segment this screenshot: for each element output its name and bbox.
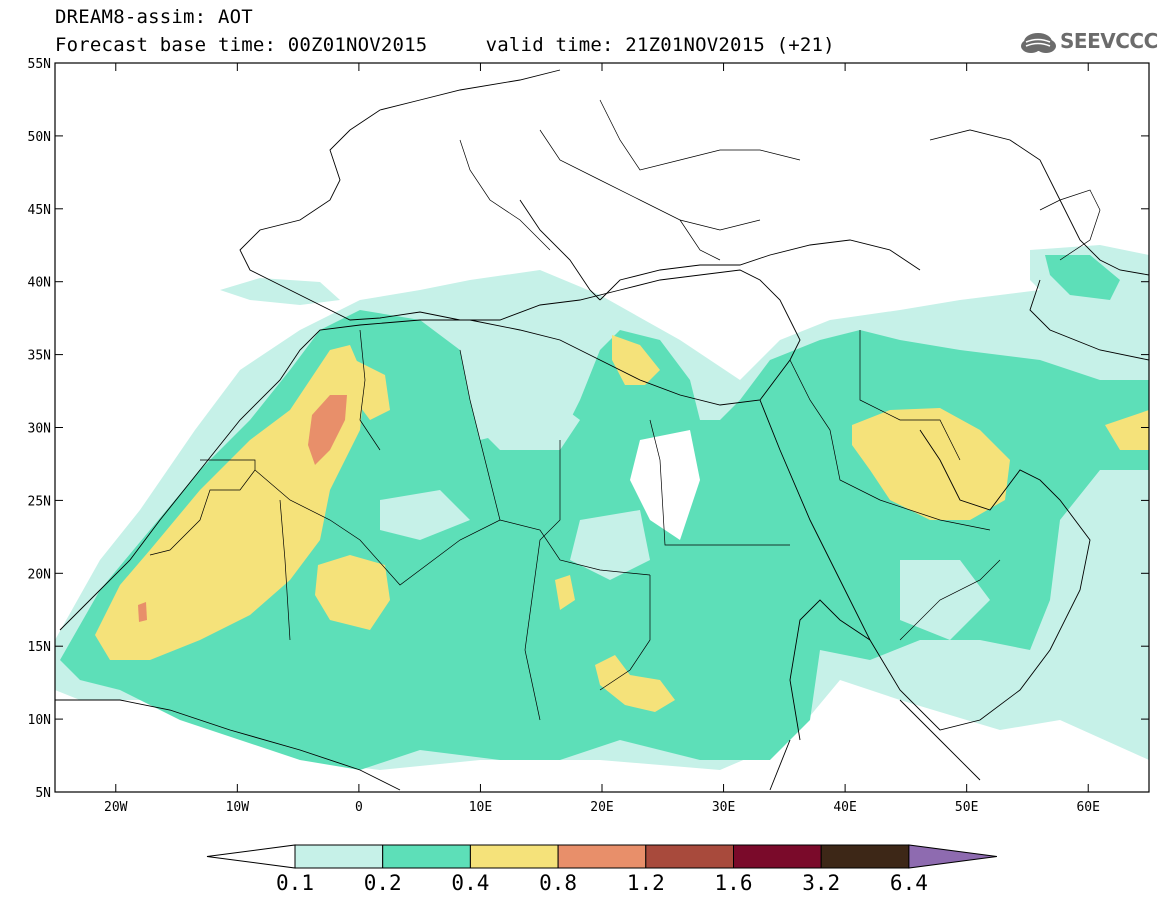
seevccc-logo-icon <box>1021 33 1056 53</box>
colorbar-swatch <box>557 844 647 869</box>
aot-contour-0.4-ne <box>355 360 390 420</box>
aot-contour-0.2-caspian <box>1045 255 1120 300</box>
colorbar-label: 0.8 <box>539 871 577 895</box>
aot-gap-sahara <box>380 490 470 540</box>
aot-gap-chad <box>570 510 650 580</box>
colorbar-high-arrow <box>908 844 997 869</box>
lat-label: 40N <box>28 276 51 291</box>
map-title: DREAM8-assim: AOT <box>55 6 253 28</box>
aot-contour-0.4-arabia <box>852 408 1010 520</box>
colorbar-label: 0.4 <box>451 871 489 895</box>
colorbar-swatch <box>645 844 734 869</box>
aot-contour-0.8-coast <box>138 602 147 622</box>
coastlines <box>55 69 1149 791</box>
aot-contour-0.4-iran <box>1105 410 1149 450</box>
aot-gap-arabia <box>900 560 990 640</box>
lon-label: 60E <box>1076 800 1099 815</box>
colorbar-label: 3.2 <box>802 871 840 895</box>
logo-text: SEEVCCC <box>1060 29 1158 53</box>
aot-contour-0.4-center <box>315 555 390 630</box>
lon-label: 10E <box>469 800 492 815</box>
colorbar-label: 0.2 <box>364 871 402 895</box>
aot-contour-0.4-sudan1 <box>555 575 575 610</box>
aot-field <box>55 245 1149 770</box>
lat-label: 50N <box>28 130 51 145</box>
lat-label: 55N <box>28 57 51 72</box>
aot-contour-0.1-west <box>220 278 340 305</box>
lat-label: 45N <box>28 203 51 218</box>
aot-contour-0.8-atlas <box>308 395 347 465</box>
colorbar-label: 6.4 <box>890 871 928 895</box>
colorbar-label: 1.6 <box>715 871 753 895</box>
aot-gap-med-east <box>690 300 770 360</box>
colorbar-swatch <box>382 844 471 869</box>
lon-label: 40E <box>833 800 856 815</box>
colorbar-swatch <box>820 844 910 869</box>
colorbar-label: 0.1 <box>276 871 314 895</box>
lat-label: 25N <box>28 494 51 509</box>
colorbar-low-arrow <box>206 844 296 869</box>
aot-contour-0.4-west <box>95 345 365 660</box>
colorbar-swatch <box>294 844 384 869</box>
country-borders <box>149 99 1101 721</box>
colorbar-label: 1.2 <box>627 871 665 895</box>
lat-label: 20N <box>28 567 51 582</box>
aot-gap-libya <box>480 390 580 450</box>
lat-label: 35N <box>28 349 51 364</box>
lon-label: 10W <box>226 800 250 815</box>
lat-label: 10N <box>28 713 51 728</box>
longitude-axis: 20W 10W 0 10E 20E 30E 40E 50E 60E <box>104 63 1100 815</box>
aot-contour-0.4-chad <box>595 655 675 712</box>
lon-label: 50E <box>955 800 978 815</box>
lon-label: 20W <box>104 800 128 815</box>
lat-label: 15N <box>28 640 51 655</box>
lat-label: 30N <box>28 422 51 437</box>
colorbar: 0.1 0.2 0.4 0.8 1.2 1.6 3.2 6.4 <box>206 844 997 895</box>
lon-label: 0 <box>355 800 363 815</box>
colorbar-swatch <box>469 844 559 869</box>
lon-label: 20E <box>590 800 613 815</box>
lon-label: 30E <box>712 800 735 815</box>
forecast-time-line: Forecast base time: 00Z01NOV2015 valid t… <box>55 34 835 56</box>
aot-gap-egypt <box>630 430 700 540</box>
colorbar-swatch <box>733 844 822 869</box>
lat-label: 5N <box>35 786 51 801</box>
latitude-axis: 55N 50N 45N 40N 35N 30N 25N 20N 15N 10N 5N <box>28 57 1149 801</box>
